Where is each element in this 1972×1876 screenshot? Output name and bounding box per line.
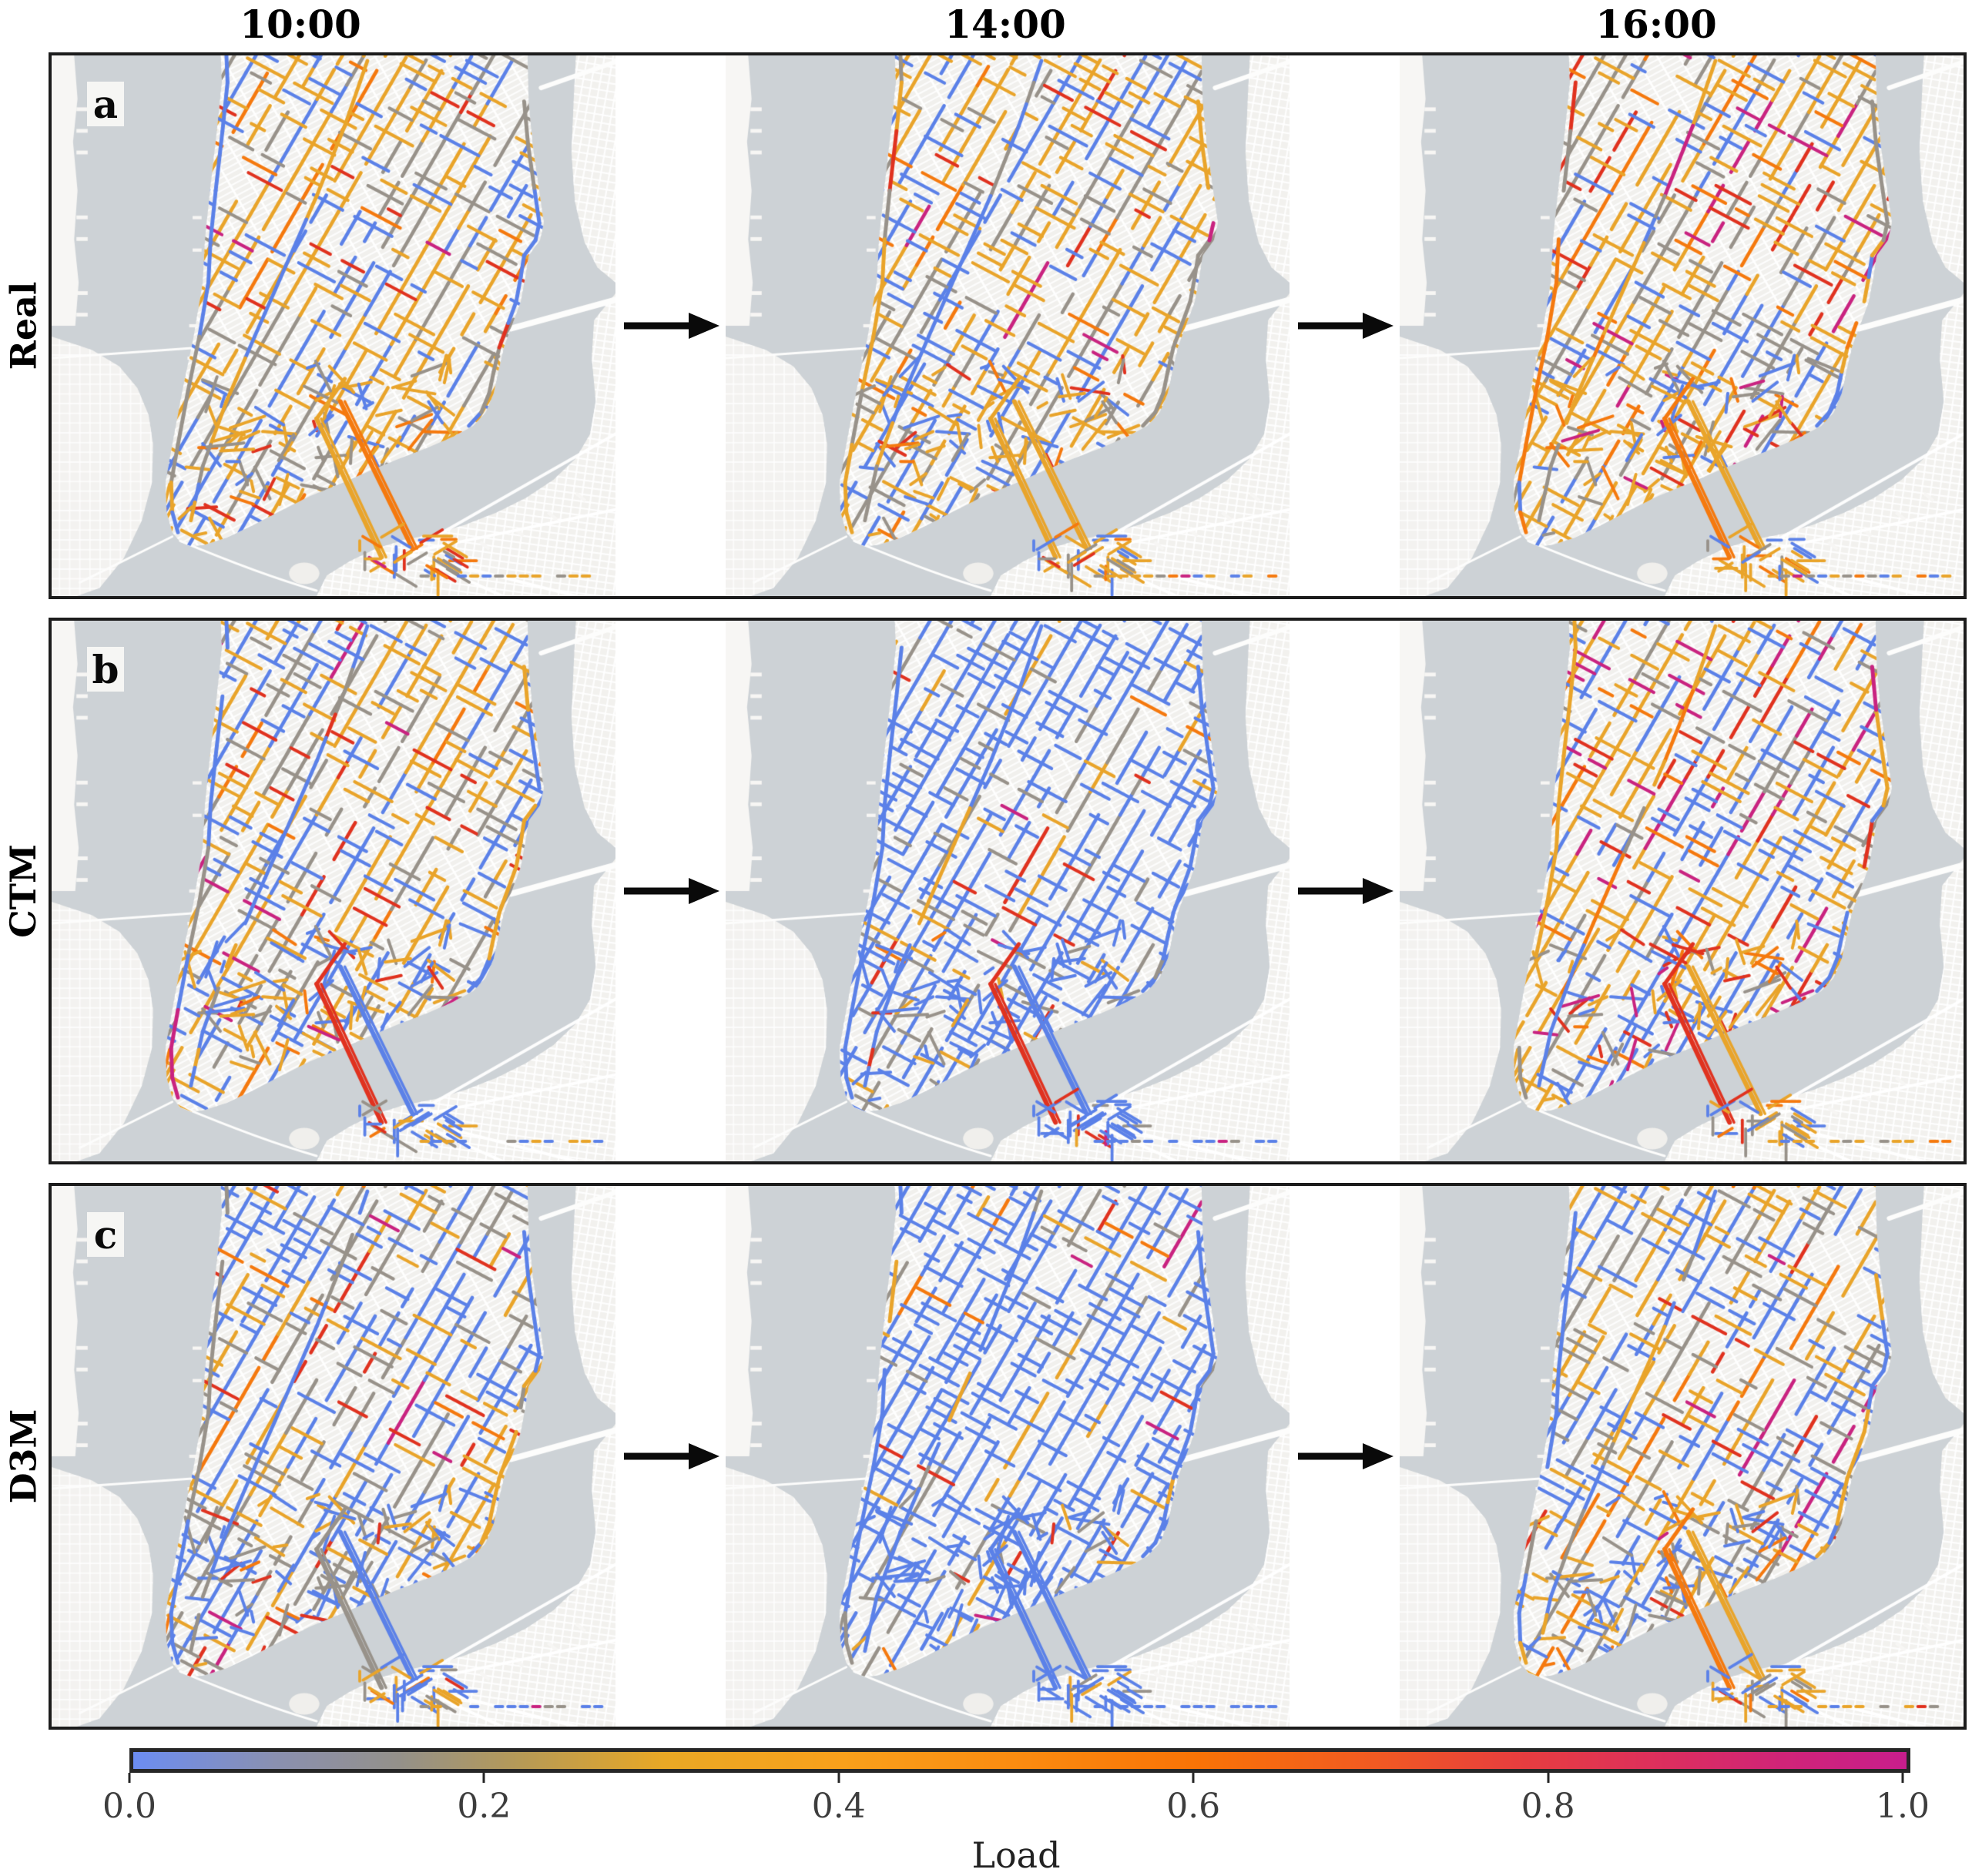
arrow-right-icon — [1297, 878, 1393, 904]
colorbar-tick — [1547, 1773, 1550, 1783]
colorbar-tick-label: 1.0 — [1876, 1787, 1930, 1826]
map-ctm-1400 — [726, 621, 1290, 1161]
map-d3m-1400 — [726, 1186, 1290, 1727]
colorbar-title: Load — [971, 1834, 1061, 1876]
transition-gutter — [615, 621, 726, 1161]
colorbar-tick — [1192, 1773, 1195, 1783]
colorbar-tick-label: 0.6 — [1166, 1787, 1221, 1826]
colorbar-tick — [482, 1773, 485, 1783]
panel-row-real: a — [49, 52, 1967, 599]
map-d3m-1000 — [52, 1186, 615, 1727]
arrow-right-icon — [623, 878, 719, 904]
colorbar-gradient — [129, 1748, 1910, 1773]
transition-gutter — [615, 55, 726, 596]
arrow-right-icon — [1297, 1443, 1393, 1469]
colorbar-tick — [128, 1773, 131, 1783]
map-ctm-1000 — [52, 621, 615, 1161]
arrow-right-icon — [623, 1443, 719, 1469]
colorbar-tick-label: 0.0 — [102, 1787, 156, 1826]
row-label-d3m: D3M — [2, 1409, 45, 1504]
arrow-right-icon — [1297, 313, 1393, 339]
arrow-right-icon — [623, 313, 719, 339]
map-real-1600 — [1400, 55, 1964, 596]
colorbar-tick-label: 0.4 — [811, 1787, 866, 1826]
column-header-1400: 14:00 — [944, 2, 1066, 47]
panel-row-d3m: c — [49, 1183, 1967, 1730]
map-ctm-1600 — [1400, 621, 1964, 1161]
map-real-1400 — [726, 55, 1290, 596]
panel-letter-badge-c: c — [87, 1212, 124, 1258]
panel-row-ctm: b — [49, 618, 1967, 1164]
column-header-1600: 16:00 — [1595, 2, 1717, 47]
colorbar-tick-label: 0.8 — [1521, 1787, 1575, 1826]
transition-gutter — [1290, 621, 1400, 1161]
transition-gutter — [615, 1186, 726, 1727]
colorbar-tick — [1901, 1773, 1904, 1783]
colorbar: 0.0 0.2 0.4 0.6 0.8 1.0 Load — [102, 1748, 1930, 1876]
colorbar-tick — [837, 1773, 840, 1783]
column-header-1000: 10:00 — [240, 2, 361, 47]
panel-letter-badge-b: b — [87, 647, 124, 692]
row-label-ctm: CTM — [2, 844, 45, 938]
map-d3m-1600 — [1400, 1186, 1964, 1727]
transition-gutter — [1290, 1186, 1400, 1727]
panel-letter-badge-a: a — [87, 82, 124, 127]
transition-gutter — [1290, 55, 1400, 596]
colorbar-tick-label: 0.2 — [457, 1787, 511, 1826]
row-label-real: Real — [2, 281, 44, 370]
map-real-1000 — [52, 55, 615, 596]
